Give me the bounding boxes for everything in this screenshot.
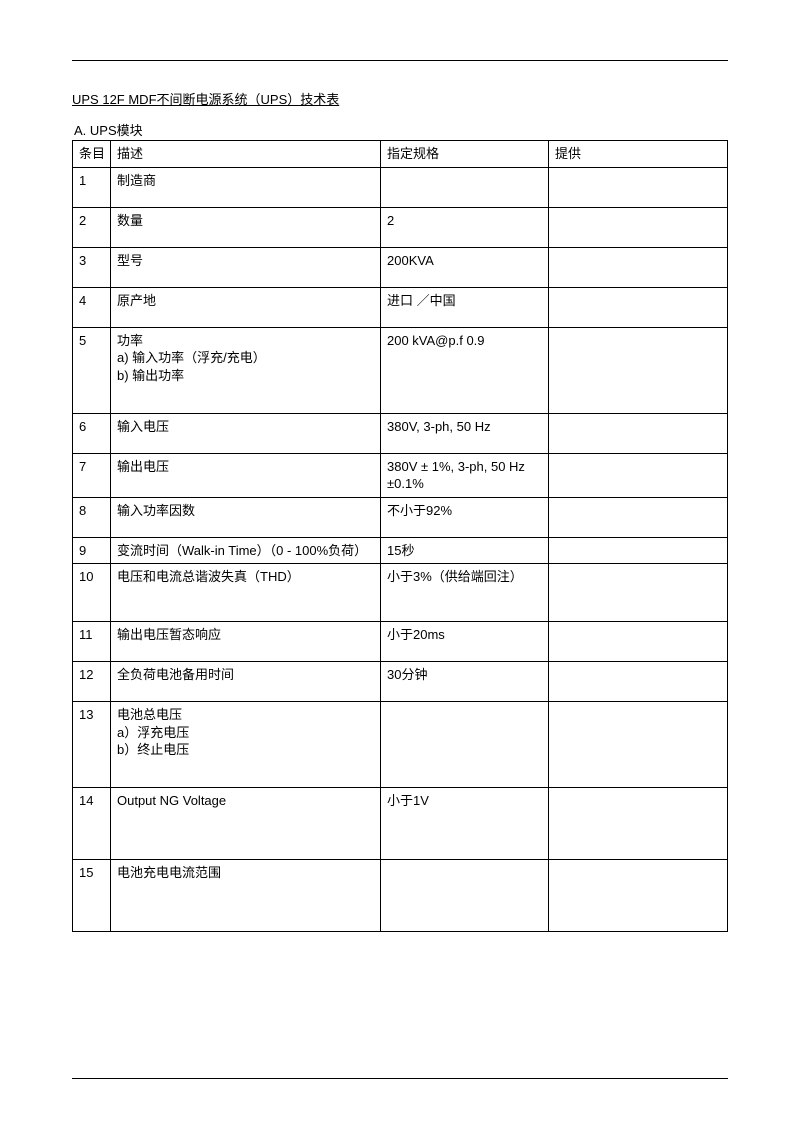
cell-spec bbox=[381, 860, 549, 932]
table-row: 8输入功率因数不小于92% bbox=[73, 497, 728, 537]
cell-spec: 小于3%（供给端回注） bbox=[381, 564, 549, 622]
table-row: 13电池总电压a）浮充电压b）终止电压 bbox=[73, 702, 728, 788]
col-item: 条目 bbox=[73, 141, 111, 168]
table-row: 11输出电压暂态响应小于20ms bbox=[73, 622, 728, 662]
col-prov: 提供 bbox=[549, 141, 728, 168]
cell-spec bbox=[381, 167, 549, 207]
cell-prov bbox=[549, 207, 728, 247]
cell-item: 15 bbox=[73, 860, 111, 932]
cell-desc: 输入功率因数 bbox=[111, 497, 381, 537]
table-row: 12全负荷电池备用时间30分钟 bbox=[73, 662, 728, 702]
top-rule bbox=[72, 60, 728, 61]
cell-spec: 380V ± 1%, 3-ph, 50 Hz ±0.1% bbox=[381, 453, 549, 497]
table-row: 2数量2 bbox=[73, 207, 728, 247]
cell-desc: 输出电压暂态响应 bbox=[111, 622, 381, 662]
cell-spec bbox=[381, 702, 549, 788]
table-row: 4原产地进口 ／中国 bbox=[73, 287, 728, 327]
cell-desc: 变流时间（Walk-in Time）（0 - 100%负荷） bbox=[111, 537, 381, 564]
document-title: UPS 12F MDF不间断电源系统（UPS）技术表 bbox=[72, 89, 728, 108]
cell-prov bbox=[549, 702, 728, 788]
table-row: 14Output NG Voltage小于1V bbox=[73, 788, 728, 860]
cell-prov bbox=[549, 247, 728, 287]
cell-desc: 全负荷电池备用时间 bbox=[111, 662, 381, 702]
cell-prov bbox=[549, 287, 728, 327]
cell-prov bbox=[549, 860, 728, 932]
cell-item: 9 bbox=[73, 537, 111, 564]
cell-prov bbox=[549, 622, 728, 662]
cell-desc: 输出电压 bbox=[111, 453, 381, 497]
cell-item: 12 bbox=[73, 662, 111, 702]
cell-spec: 2 bbox=[381, 207, 549, 247]
table-header-row: 条目 描述 指定规格 提供 bbox=[73, 141, 728, 168]
cell-desc: 功率a) 输入功率（浮充/充电）b) 输出功率 bbox=[111, 327, 381, 413]
cell-prov bbox=[549, 453, 728, 497]
cell-prov bbox=[549, 788, 728, 860]
cell-item: 14 bbox=[73, 788, 111, 860]
cell-spec: 进口 ／中国 bbox=[381, 287, 549, 327]
cell-spec: 小于20ms bbox=[381, 622, 549, 662]
col-spec: 指定规格 bbox=[381, 141, 549, 168]
cell-desc: 数量 bbox=[111, 207, 381, 247]
cell-item: 3 bbox=[73, 247, 111, 287]
cell-spec: 15秒 bbox=[381, 537, 549, 564]
cell-item: 10 bbox=[73, 564, 111, 622]
table-row: 7输出电压380V ± 1%, 3-ph, 50 Hz ±0.1% bbox=[73, 453, 728, 497]
table-row: 9变流时间（Walk-in Time）（0 - 100%负荷）15秒 bbox=[73, 537, 728, 564]
table-row: 15电池充电电流范围 bbox=[73, 860, 728, 932]
cell-prov bbox=[549, 564, 728, 622]
table-row: 3型号200KVA bbox=[73, 247, 728, 287]
cell-item: 8 bbox=[73, 497, 111, 537]
col-desc: 描述 bbox=[111, 141, 381, 168]
cell-spec: 30分钟 bbox=[381, 662, 549, 702]
table-row: 1制造商 bbox=[73, 167, 728, 207]
cell-desc: Output NG Voltage bbox=[111, 788, 381, 860]
cell-prov bbox=[549, 413, 728, 453]
cell-item: 13 bbox=[73, 702, 111, 788]
cell-spec: 380V, 3-ph, 50 Hz bbox=[381, 413, 549, 453]
cell-spec: 200 kVA@p.f 0.9 bbox=[381, 327, 549, 413]
cell-desc: 原产地 bbox=[111, 287, 381, 327]
cell-desc: 制造商 bbox=[111, 167, 381, 207]
cell-item: 7 bbox=[73, 453, 111, 497]
spec-table: 条目 描述 指定规格 提供 1制造商2数量23型号200KVA4原产地进口 ／中… bbox=[72, 140, 728, 932]
cell-prov bbox=[549, 327, 728, 413]
cell-desc: 电池充电电流范围 bbox=[111, 860, 381, 932]
cell-item: 2 bbox=[73, 207, 111, 247]
cell-spec: 不小于92% bbox=[381, 497, 549, 537]
cell-prov bbox=[549, 497, 728, 537]
cell-spec: 小于1V bbox=[381, 788, 549, 860]
cell-desc: 输入电压 bbox=[111, 413, 381, 453]
table-row: 10电压和电流总谐波失真（THD）小于3%（供给端回注） bbox=[73, 564, 728, 622]
cell-item: 6 bbox=[73, 413, 111, 453]
table-row: 5功率a) 输入功率（浮充/充电）b) 输出功率200 kVA@p.f 0.9 bbox=[73, 327, 728, 413]
cell-desc: 电池总电压a）浮充电压b）终止电压 bbox=[111, 702, 381, 788]
cell-item: 4 bbox=[73, 287, 111, 327]
table-row: 6输入电压380V, 3-ph, 50 Hz bbox=[73, 413, 728, 453]
cell-prov bbox=[549, 662, 728, 702]
cell-item: 5 bbox=[73, 327, 111, 413]
cell-prov bbox=[549, 537, 728, 564]
cell-prov bbox=[549, 167, 728, 207]
cell-item: 1 bbox=[73, 167, 111, 207]
cell-item: 11 bbox=[73, 622, 111, 662]
cell-desc: 电压和电流总谐波失真（THD） bbox=[111, 564, 381, 622]
cell-desc: 型号 bbox=[111, 247, 381, 287]
cell-spec: 200KVA bbox=[381, 247, 549, 287]
bottom-rule bbox=[72, 1078, 728, 1079]
section-title: A. UPS模块 bbox=[72, 120, 728, 139]
